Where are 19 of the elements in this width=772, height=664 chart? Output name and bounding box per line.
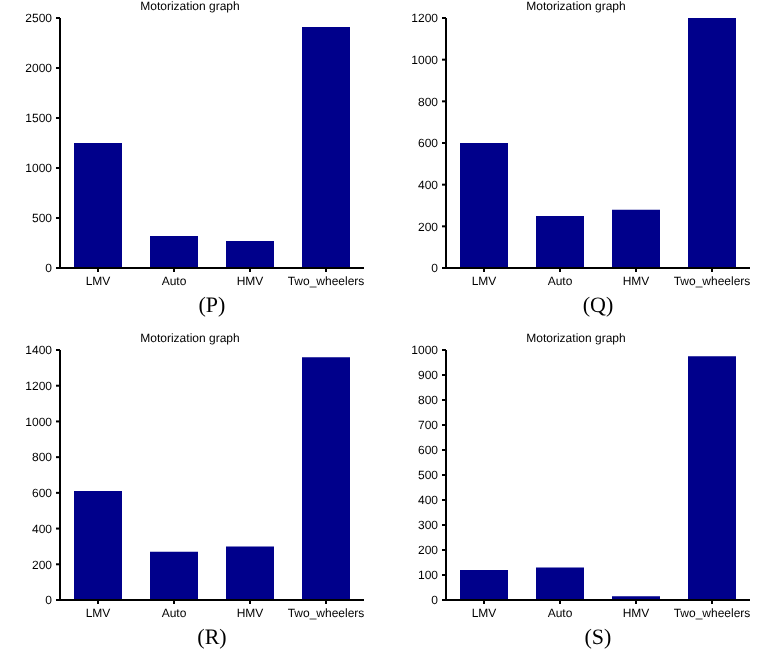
bar xyxy=(536,567,584,600)
bar xyxy=(536,215,584,268)
bar xyxy=(150,236,198,268)
bar xyxy=(460,143,508,268)
bar xyxy=(226,241,274,268)
bar xyxy=(226,546,274,600)
x-axis-title: (P) xyxy=(196,294,228,318)
bar xyxy=(302,27,350,268)
x-axis-title: (S) xyxy=(582,626,614,650)
bar xyxy=(460,570,508,600)
bar xyxy=(74,491,122,600)
bar xyxy=(74,143,122,268)
bar xyxy=(302,357,350,600)
bar xyxy=(688,356,736,600)
bar xyxy=(688,18,736,268)
bar xyxy=(150,551,198,600)
x-axis-title: (Q) xyxy=(580,294,616,318)
bar xyxy=(612,209,660,268)
x-axis-title: (R) xyxy=(195,626,229,650)
